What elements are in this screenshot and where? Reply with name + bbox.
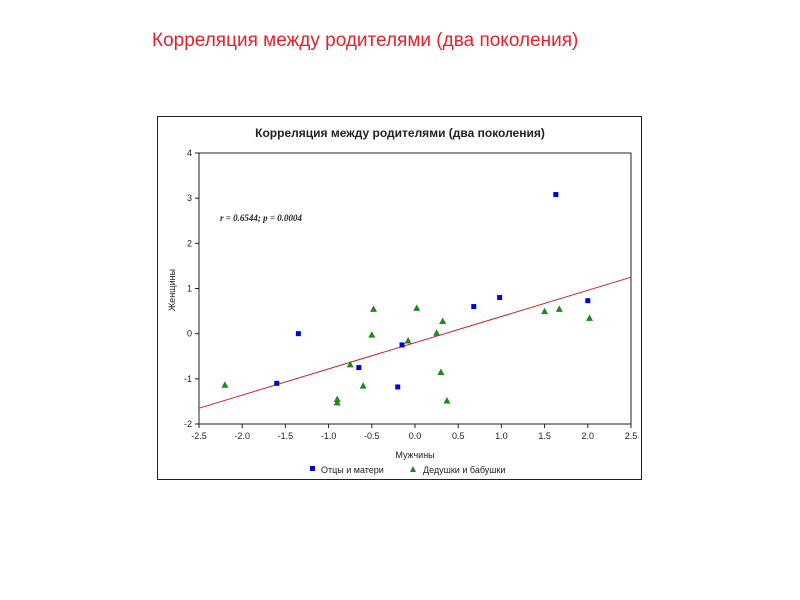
x-tick-label: 0.0 — [409, 431, 422, 441]
x-tick-label: -0.5 — [364, 431, 380, 441]
legend-marker-square — [310, 466, 315, 471]
x-tick-label: 2.5 — [625, 431, 638, 441]
data-point-grandparents — [437, 368, 445, 376]
y-tick-label: 0 — [187, 329, 192, 339]
y-tick-label: -1 — [184, 374, 192, 384]
data-point-parents — [497, 295, 503, 301]
y-axis-label: Женщины — [167, 269, 177, 311]
data-point-grandparents — [439, 317, 447, 325]
scatter-chart: Корреляция между родителями (два поколен… — [167, 126, 638, 475]
data-point-grandparents — [443, 397, 451, 404]
data-point-grandparents — [346, 360, 354, 368]
x-tick-label: 1.0 — [495, 431, 508, 441]
legend: Отцы и матери Дедушки и бабушки — [310, 465, 505, 475]
x-tick-label: 0.5 — [452, 431, 465, 441]
data-point-grandparents — [404, 336, 412, 344]
x-tick-label: -1.5 — [278, 431, 294, 441]
data-point-grandparents — [541, 307, 549, 315]
data-point-grandparents — [370, 305, 378, 312]
data-point-parents — [295, 331, 301, 337]
data-point-grandparents — [333, 398, 341, 406]
y-tick-label: 3 — [187, 193, 192, 203]
data-point-parents — [395, 384, 401, 390]
x-tick-label: -2.5 — [191, 431, 207, 441]
x-tick-label: 1.5 — [538, 431, 551, 441]
x-tick-label: -1.0 — [321, 431, 337, 441]
regression-line — [198, 276, 632, 409]
slide-title: Корреляция между родителями (два поколен… — [152, 30, 579, 51]
data-point-grandparents — [413, 304, 421, 311]
data-point-grandparents — [359, 382, 367, 389]
data-point-parents — [585, 298, 591, 304]
data-point-parents — [356, 365, 362, 371]
chart-title: Корреляция между родителями (два поколен… — [255, 126, 545, 140]
correlation-annotation: r = 0.6544; p = 0.0004 — [220, 213, 303, 223]
data-point-grandparents — [586, 314, 594, 321]
data-point-parents — [399, 342, 405, 348]
y-tick-label: 4 — [187, 148, 192, 158]
y-tick-label: -2 — [184, 419, 192, 429]
data-point-grandparents — [555, 305, 563, 312]
data-point-parents — [471, 304, 477, 310]
y-tick-label: 1 — [187, 284, 192, 294]
data-point-grandparents — [221, 381, 229, 388]
legend-label-grandparents: Дедушки и бабушки — [423, 465, 505, 475]
data-point-grandparents — [368, 331, 376, 338]
chart-frame: Корреляция между родителями (два поколен… — [157, 116, 642, 480]
legend-label-parents: Отцы и матери — [321, 465, 384, 475]
legend-marker-triangle — [410, 466, 416, 472]
data-point-parents — [274, 380, 280, 386]
x-axis-label: Мужчины — [395, 450, 434, 460]
data-point-grandparents — [433, 329, 441, 336]
plot-area — [198, 152, 632, 425]
y-tick-label: 2 — [187, 238, 192, 248]
data-point-parents — [553, 192, 559, 198]
x-tick-label: 2.0 — [582, 431, 595, 441]
x-tick-label: -2.0 — [234, 431, 250, 441]
